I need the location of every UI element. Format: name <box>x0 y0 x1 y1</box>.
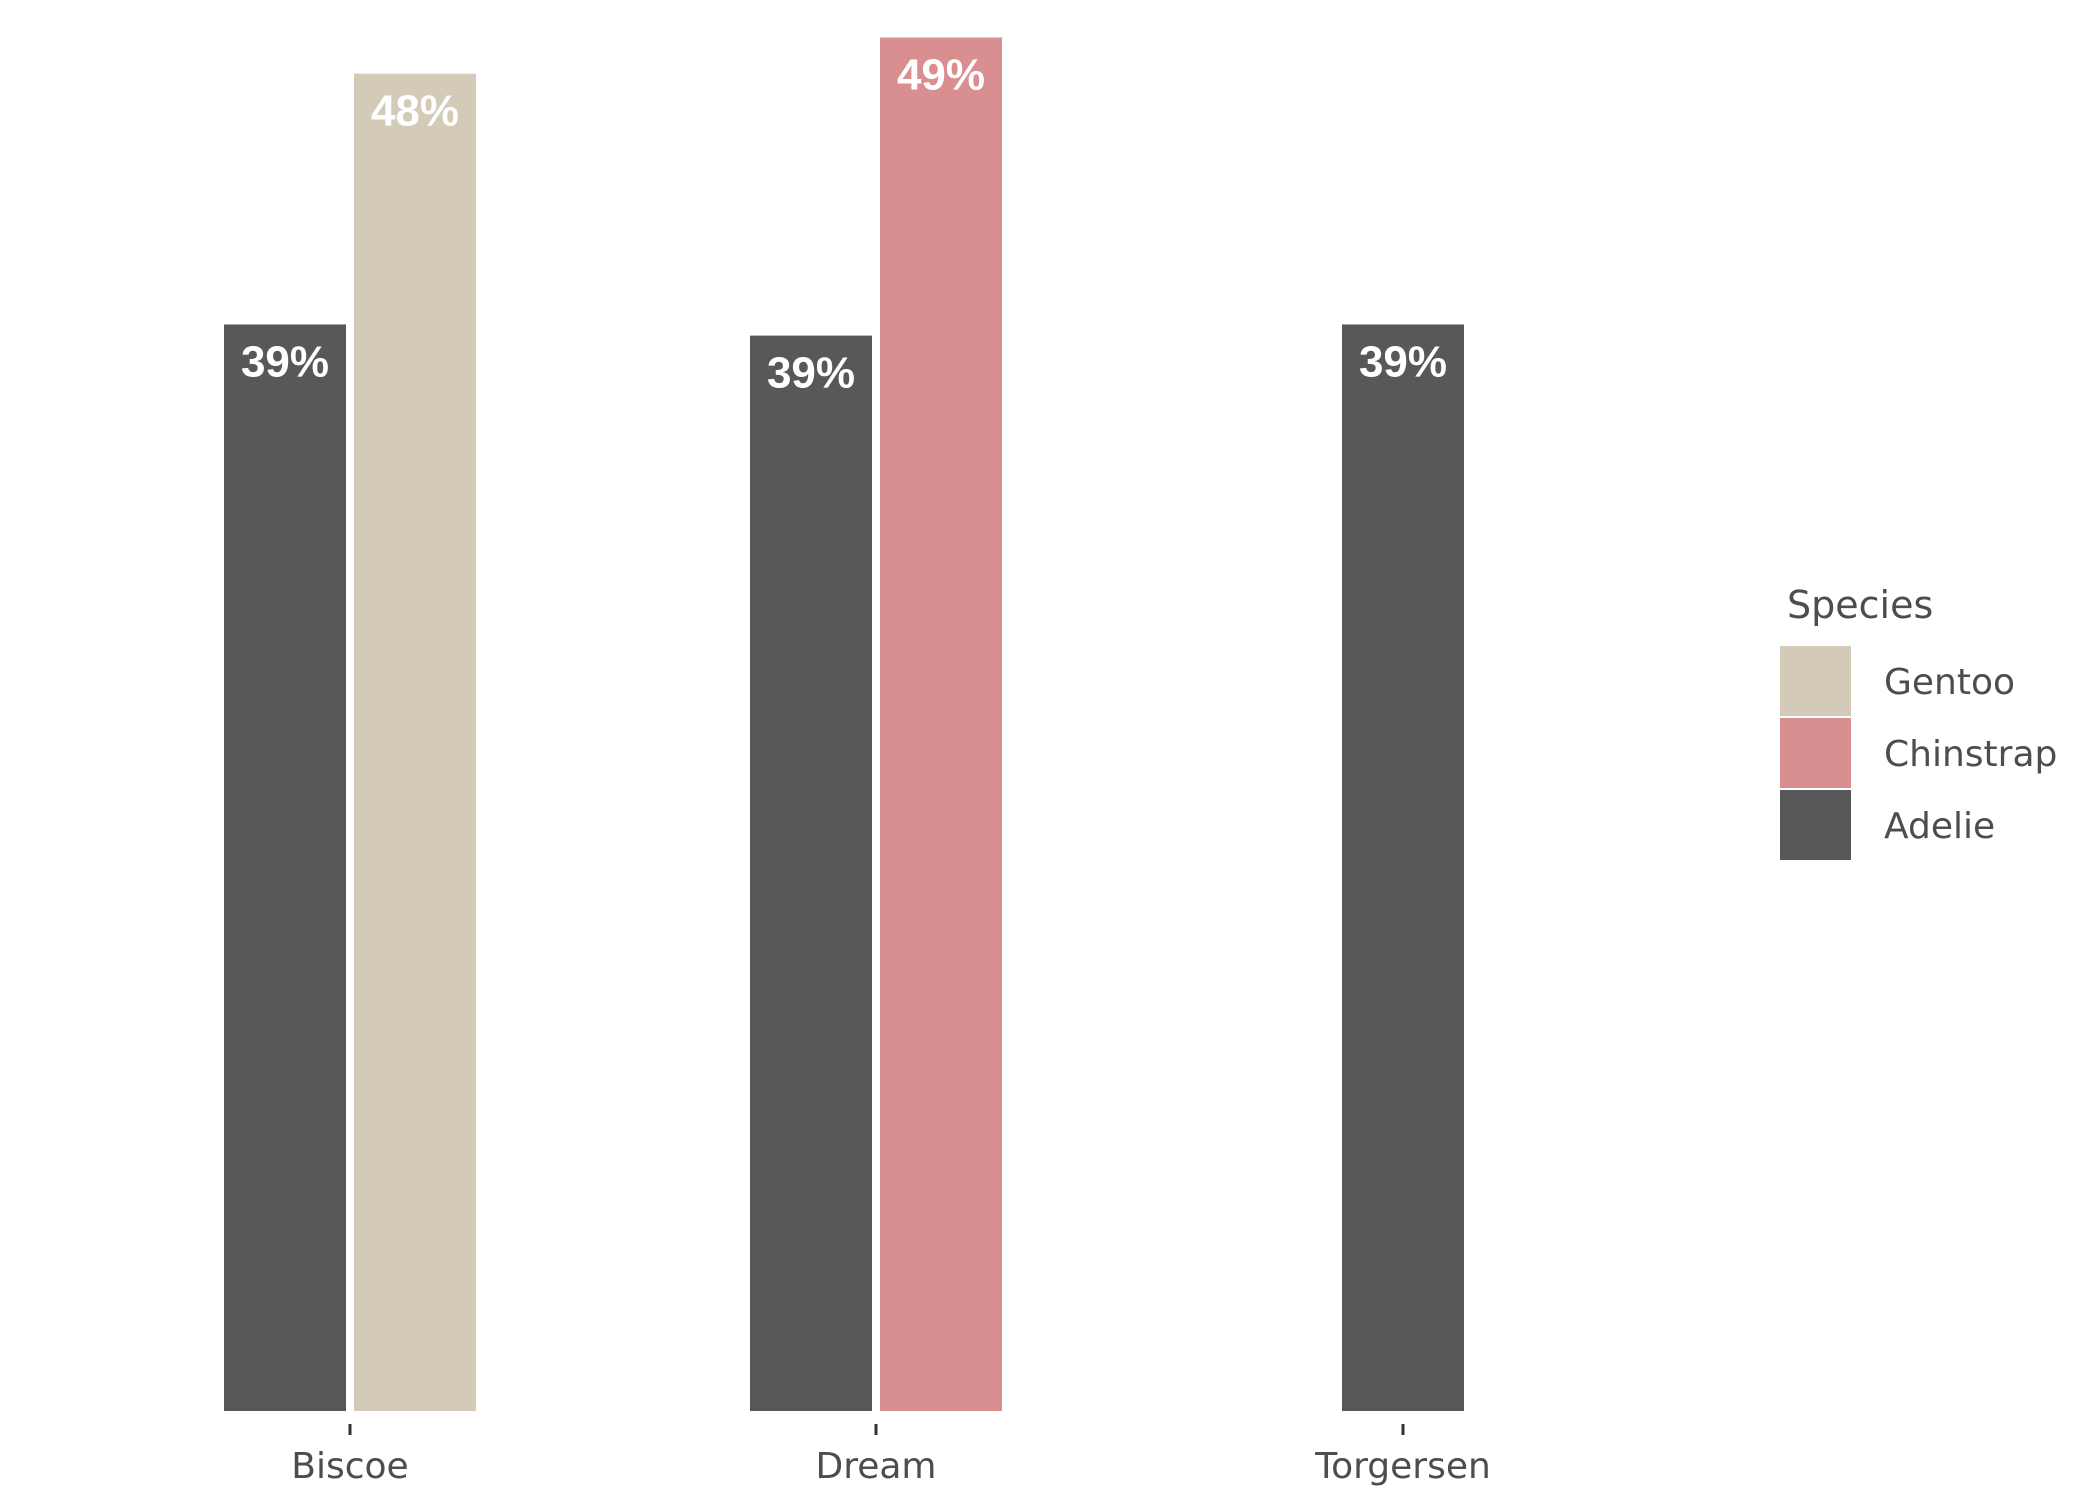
data-label: 48% <box>371 87 459 136</box>
data-label: 39% <box>767 349 855 398</box>
bars: 39% 48% 39% 49% 39% <box>224 37 1464 1412</box>
legend-label: Gentoo <box>1884 662 2015 703</box>
bar-dream-adelie <box>750 335 872 1411</box>
x-tick-label: Dream <box>815 1446 936 1487</box>
legend-label: Chinstrap <box>1884 734 2057 775</box>
x-axis: Biscoe Dream Torgersen <box>291 1424 1491 1487</box>
x-tick-label: Torgersen <box>1314 1446 1491 1487</box>
data-label: 39% <box>1359 337 1447 386</box>
data-label: 49% <box>897 51 985 100</box>
bar-biscoe-gentoo <box>354 73 476 1412</box>
legend-title: Species <box>1787 583 1933 627</box>
legend-key-chinstrap <box>1780 718 1851 788</box>
bar-dream-chinstrap <box>880 37 1002 1412</box>
bar-biscoe-adelie <box>224 324 346 1412</box>
legend-label: Adelie <box>1884 806 1995 847</box>
legend-key-gentoo <box>1780 646 1851 716</box>
x-tick-label: Biscoe <box>291 1446 408 1487</box>
bar-torgersen-adelie <box>1342 324 1464 1412</box>
legend-key-adelie <box>1780 790 1851 860</box>
legend: Species Gentoo Chinstrap Adelie <box>1780 583 2057 860</box>
data-label: 39% <box>241 337 329 386</box>
